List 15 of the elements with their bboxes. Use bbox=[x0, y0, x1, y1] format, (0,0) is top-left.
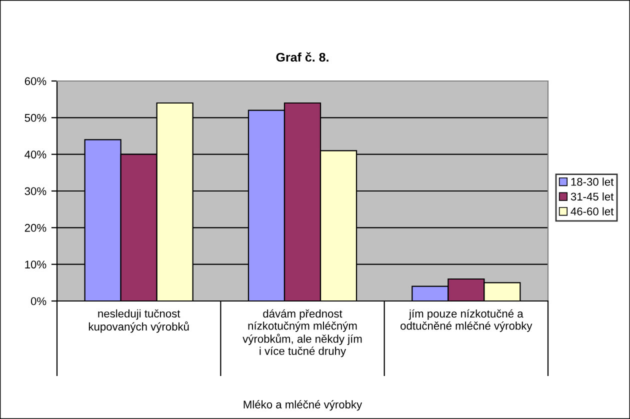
y-tick-label: 50% bbox=[24, 114, 46, 122]
legend-label: 46-60 let bbox=[570, 207, 614, 216]
y-tick-label: 40% bbox=[24, 150, 46, 158]
y-tick-label: 20% bbox=[24, 224, 46, 232]
chart-title: Graf č. 8. bbox=[276, 52, 328, 62]
x-axis-title: Mléko a mléčné výrobky bbox=[244, 400, 362, 411]
x-tick-label: jím pouze nízkotučné a odtučněné mléčné výrobky bbox=[400, 309, 532, 332]
legend-label: 31-45 let bbox=[570, 192, 614, 201]
y-tick-label: 60% bbox=[24, 77, 46, 86]
x-tick-label: nesleduji tučnost kupovaných výrobků bbox=[88, 309, 189, 333]
x-tick-label: dávám přednost nízkotučným mléčným výrobkům, ale někdy jím i více tučné druhy bbox=[242, 309, 362, 358]
y-tick-label: 10% bbox=[25, 260, 46, 268]
legend-label: 18-30 let bbox=[571, 178, 614, 186]
y-tick-label: 30% bbox=[24, 187, 46, 196]
y-tick-label: 0% bbox=[30, 297, 46, 306]
